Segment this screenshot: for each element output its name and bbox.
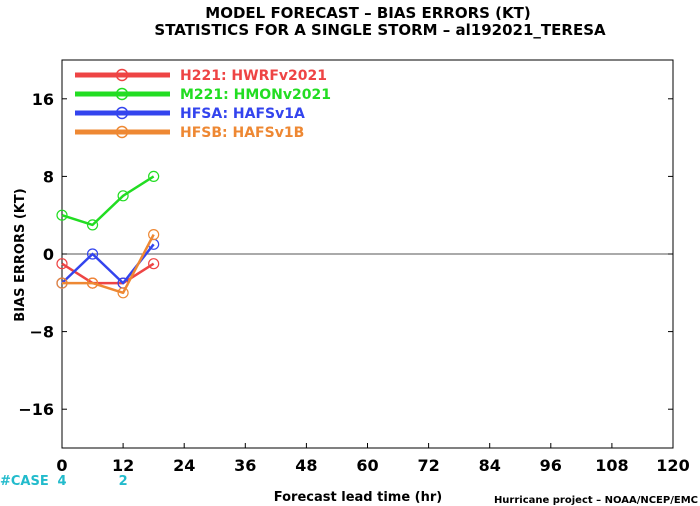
series-line — [61, 262, 155, 285]
y-tick-label: −8 — [29, 323, 54, 342]
series-1 — [56, 170, 160, 231]
series-3 — [56, 229, 160, 299]
y-tick-label: 0 — [43, 245, 54, 264]
case-count: 2 — [119, 474, 128, 489]
legend-swatch-marker — [115, 125, 129, 139]
y-axis: −16 −8 0 8 16 — [18, 90, 673, 419]
data-point — [86, 277, 99, 289]
x-axis: 0 12 24 36 48 60 72 84 96 108 120 — [56, 443, 690, 475]
chart-subtitle: STATISTICS FOR A SINGLE STORM – al192021… — [154, 21, 606, 39]
data-point — [56, 277, 68, 289]
data-point — [148, 229, 160, 241]
data-point — [56, 209, 68, 221]
legend: H221: HWRFv2021 M221: HMONv2021 HFSA: HAFS… — [75, 68, 331, 141]
legend-label: HFSB: HAFSv1B — [180, 125, 304, 141]
data-point — [117, 190, 129, 202]
x-tick-label: 60 — [356, 456, 378, 475]
legend-item: HFSB: HAFSv1B — [75, 125, 304, 141]
legend-label: H221: HWRFv2021 — [180, 68, 327, 84]
series-2 — [56, 238, 160, 289]
legend-swatch-marker — [115, 68, 129, 82]
x-tick-label: 12 — [112, 456, 134, 475]
plot-area — [61, 59, 674, 449]
legend-swatch-marker — [115, 87, 129, 101]
legend-item: HFSA: HAFSv1A — [75, 106, 305, 122]
y-tick-label: −16 — [18, 400, 54, 419]
y-tick-label: 8 — [43, 167, 54, 186]
case-count: 4 — [57, 474, 66, 489]
legend-label: M221: HMONv2021 — [180, 87, 331, 103]
data-point — [148, 170, 160, 182]
data-point — [86, 219, 99, 231]
x-axis-label: Forecast lead time (hr) — [274, 490, 442, 505]
legend-item: H221: HWRFv2021 — [75, 68, 327, 84]
x-tick-label: 120 — [656, 456, 689, 475]
x-tick-label: 36 — [234, 456, 256, 475]
y-tick-label: 16 — [32, 90, 54, 109]
legend-item: M221: HMONv2021 — [75, 87, 331, 103]
data-point — [148, 258, 160, 270]
x-tick-label: 84 — [479, 456, 501, 475]
legend-label: HFSA: HAFSv1A — [180, 106, 305, 122]
x-tick-label: 96 — [540, 456, 562, 475]
series-line — [62, 234, 155, 295]
credit-text: Hurricane project – NOAA/NCEP/EMC — [494, 495, 698, 506]
data-point — [56, 258, 68, 270]
legend-swatch-marker — [115, 106, 129, 120]
data-point — [117, 287, 129, 299]
data-point — [86, 248, 99, 260]
series-line — [61, 243, 155, 285]
x-tick-label: 0 — [56, 456, 67, 475]
y-axis-label: BIAS ERRORS (KT) — [13, 188, 28, 321]
series-line — [61, 175, 155, 227]
chart-title: MODEL FORECAST – BIAS ERRORS (KT) — [205, 4, 530, 22]
case-label: #CASE — [0, 474, 49, 489]
x-tick-label: 48 — [295, 456, 317, 475]
x-tick-label: 72 — [417, 456, 439, 475]
x-tick-label: 108 — [595, 456, 628, 475]
x-tick-label: 24 — [173, 456, 195, 475]
series-layer — [56, 170, 160, 299]
